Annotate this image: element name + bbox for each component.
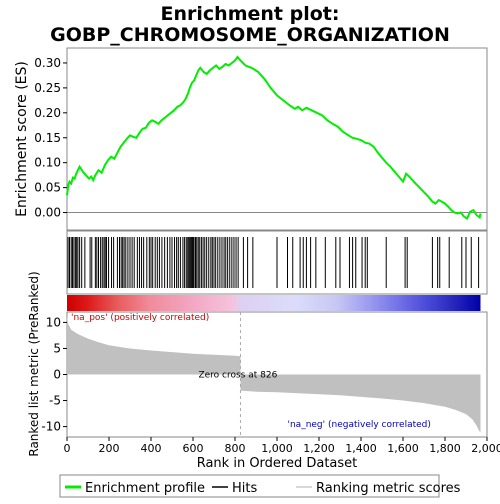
es-y-tick-label: 0.25 [34,81,61,95]
es-y-tick-label: 0.10 [34,156,61,170]
legend-frame [59,474,440,498]
legend-label: Hits [232,481,257,496]
es-y-tick-label: 0.20 [34,106,61,120]
metric-y-tick-label: -10 [41,420,61,434]
es-y-tick-label: 0.05 [34,181,61,195]
metric-y-tick-label: 0 [53,368,61,382]
x-tick-label: 200 [99,442,120,455]
es-y-tick-label: 0.00 [34,206,61,220]
enrichment-profile-line [66,55,482,220]
pos-corr-label: 'na_pos' (positively correlated) [71,313,209,323]
neg-corr-label: 'na_neg' (negatively correlated) [288,420,431,430]
x-tick-label: 2,000 [471,442,500,455]
x-tick-label: 1,400 [345,442,377,455]
x-axis-label: Rank in Ordered Dataset [197,456,358,471]
es-y-tick-label: 0.30 [34,56,61,70]
zero-cross-label: Zero cross at 826 [198,371,277,381]
ranking-heat-bar [67,295,481,311]
x-tick-label: 1,000 [261,442,293,455]
metric-y-tick-label: 10 [46,315,61,329]
x-tick-label: 600 [183,442,204,455]
x-tick-label: 400 [141,442,162,455]
es-y-axis-label: Enrichment score (ES) [14,61,30,217]
legend-label: Ranking metric scores [316,481,461,496]
x-tick-label: 800 [225,442,246,455]
es-y-tick-label: 0.15 [34,131,61,145]
x-tick-label: 1,800 [429,442,461,455]
legend-label: Enrichment profile [85,481,205,496]
x-tick-label: 0 [64,442,71,455]
legend: Enrichment profile Hits Ranking metric sco… [59,474,461,498]
ranking-metric-area [67,314,481,433]
es-panel-frame [66,47,488,231]
metric-y-tick-label: -5 [49,394,61,408]
metric-y-tick-label: 5 [53,341,61,355]
x-tick-label: 1,600 [387,442,419,455]
metric-y-axis-label: Ranked list metric (PreRanked) [27,271,41,456]
chart-title-line1: Enrichment plot: [161,3,340,25]
chart-title-line2: GOBP_CHROMOSOME_ORGANIZATION [50,24,450,46]
x-tick-label: 1,200 [303,442,335,455]
